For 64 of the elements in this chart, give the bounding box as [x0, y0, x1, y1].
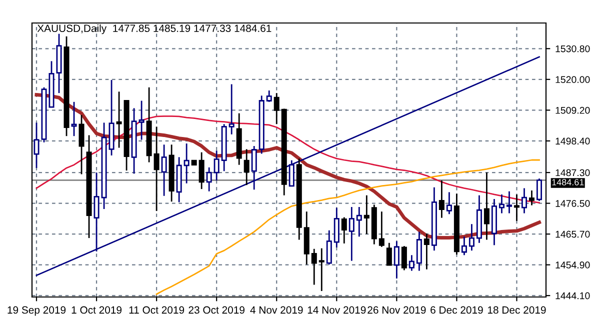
candlestick — [198, 152, 204, 190]
candlestick — [424, 232, 430, 270]
candlestick — [356, 206, 362, 238]
candlestick — [326, 230, 332, 266]
candlestick — [78, 114, 84, 175]
candlestick — [348, 206, 354, 262]
candlestick — [206, 166, 212, 192]
candlestick — [536, 178, 542, 202]
x-tick-label: 6 Dec 2019 — [430, 306, 483, 314]
candlestick — [341, 216, 347, 244]
candlestick — [116, 90, 122, 148]
candlestick — [251, 145, 257, 190]
candlestick — [214, 150, 220, 182]
y-tick-label: 1476.50 — [556, 200, 590, 207]
line-series — [156, 159, 540, 295]
x-tick-label: 1 Oct 2019 — [72, 306, 122, 314]
candlestick — [468, 223, 474, 252]
x-tick-label: 4 Nov 2019 — [250, 306, 303, 314]
candlestick — [364, 194, 370, 235]
candlestick — [446, 191, 452, 215]
candlestick — [266, 90, 272, 103]
y-tick-label: 1487.30 — [556, 169, 590, 176]
x-tick-label: 23 Oct 2019 — [188, 306, 244, 314]
candlestick — [401, 245, 407, 271]
candlestick — [386, 242, 392, 266]
candlestick — [394, 240, 400, 280]
y-tick-label: 1498.40 — [556, 138, 590, 145]
candlestick — [484, 172, 490, 240]
candlestick — [274, 92, 280, 125]
y-tick-label: 1465.70 — [556, 230, 590, 238]
candlestick — [461, 236, 467, 256]
candlestick — [378, 210, 384, 248]
candlestick — [438, 180, 444, 219]
candlestick — [521, 188, 527, 214]
candlestick — [334, 207, 340, 248]
candlestick — [528, 190, 534, 206]
x-tick-label: 26 Nov 2019 — [368, 306, 426, 314]
candlestick — [71, 101, 77, 137]
candlestick — [498, 194, 504, 214]
candlestick — [318, 248, 324, 292]
candlestick — [408, 254, 414, 272]
candlestick — [514, 194, 520, 222]
y-tick-label: 1444.10 — [556, 292, 590, 300]
x-tick-label: 18 Dec 2019 — [488, 306, 546, 314]
candlestick — [154, 126, 160, 212]
candlestick — [94, 172, 100, 252]
candlestick — [244, 148, 250, 186]
candlestick — [288, 160, 294, 188]
candlestick — [138, 100, 144, 140]
y-tick-label: 1530.80 — [556, 45, 590, 52]
chart-title: XAUUSD,Daily 1477.85 1485.19 1477.33 1484.61 — [37, 24, 272, 34]
y-tick-label: 1520.00 — [556, 76, 590, 84]
x-tick-label: 11 Oct 2019 — [129, 306, 184, 314]
candlestick — [161, 144, 167, 197]
candlestick — [416, 231, 422, 272]
y-tick-label: 1454.90 — [556, 262, 590, 268]
candlestick — [184, 142, 190, 184]
y-tick-label: 1509.20 — [556, 106, 590, 114]
x-tick-label: 14 Nov 2019 — [308, 306, 366, 314]
candlestick — [311, 248, 317, 286]
candlestick — [506, 190, 512, 214]
x-tick-label: 19 Sep 2019 — [8, 306, 66, 316]
ref-line-label: 1484.61 — [552, 179, 584, 186]
candlestick — [228, 84, 234, 136]
